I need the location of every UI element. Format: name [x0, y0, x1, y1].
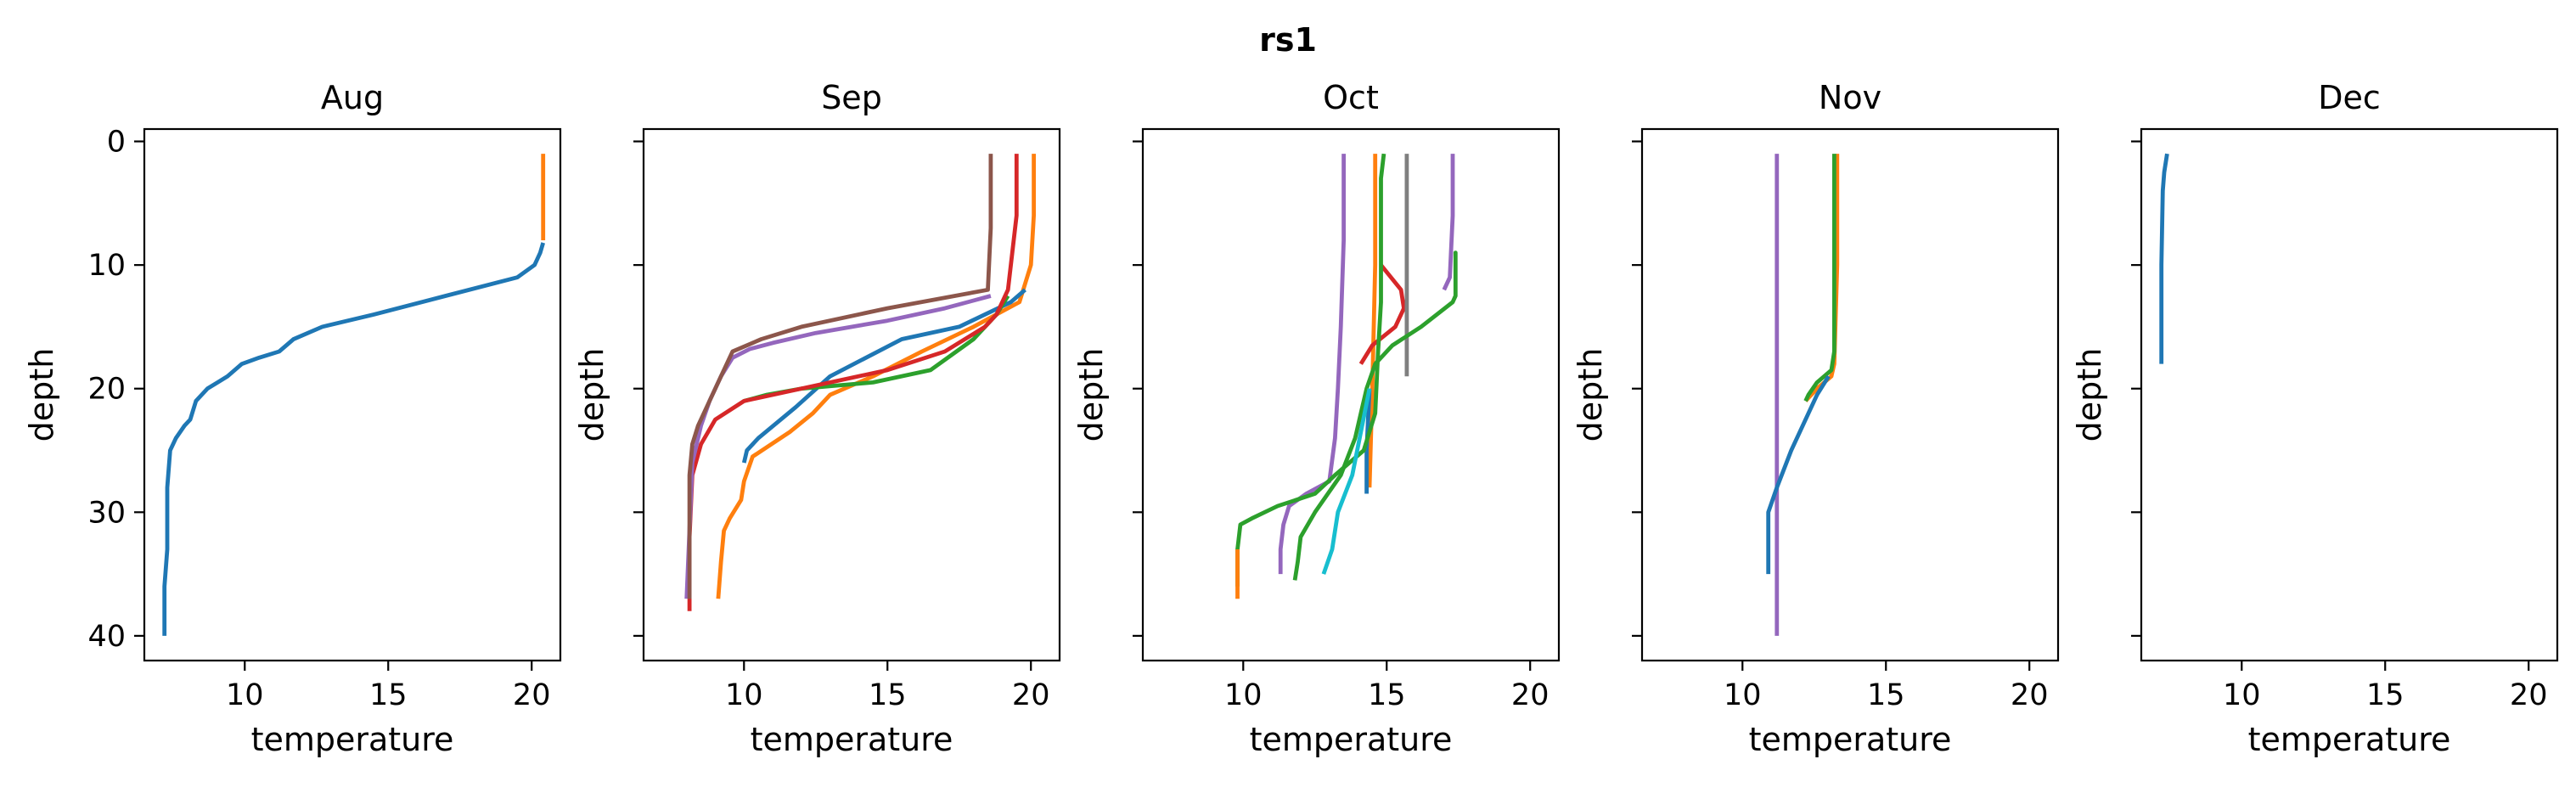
- x-axis-label: temperature: [1250, 721, 1453, 758]
- x-tick-label: 15: [2366, 678, 2404, 712]
- axes-frame: [1640, 127, 2060, 662]
- panel-title: Oct: [1323, 79, 1379, 116]
- series-line-sep-1: [716, 154, 1036, 599]
- axes-frame: [2140, 127, 2559, 662]
- axes-frame: [143, 127, 562, 662]
- x-tick-label: 15: [1368, 678, 1406, 712]
- x-axis-label: temperature: [251, 721, 454, 758]
- panel-sep: Sep 10 15 20 temperature depth: [573, 79, 1061, 758]
- x-tick-label: 20: [2510, 678, 2548, 712]
- y-axis-label: depth: [23, 348, 60, 442]
- panel-title: Sep: [821, 79, 882, 116]
- x-tick-label: 20: [2011, 678, 2049, 712]
- y-axis-label: depth: [1072, 348, 1110, 442]
- x-tick-label: 20: [513, 678, 551, 712]
- figure-title: rs1: [1259, 21, 1317, 59]
- y-tick-label: 40: [87, 620, 126, 654]
- panel-nov: Nov 10 15 20 temperature depth: [1572, 79, 2060, 758]
- series-line-sep-6: [687, 154, 993, 599]
- panels: Aug 10 15 20 0 10 20 30 40 temperature depth Sep 10 1…: [23, 79, 2559, 758]
- x-axis-label: temperature: [751, 721, 953, 758]
- series-line-nov-3: [1803, 154, 1836, 402]
- series-line-oct-8: [1292, 250, 1458, 581]
- series-line-dec-1: [2159, 153, 2169, 364]
- series-line-oct-3: [1364, 388, 1372, 494]
- y-axis-label: depth: [1572, 348, 1609, 442]
- y-axis-label: depth: [573, 348, 610, 442]
- series-line-oct-5: [1235, 153, 1386, 587]
- series-line-nov-4: [1766, 374, 1831, 575]
- x-tick-label: 10: [725, 678, 763, 712]
- y-tick-label: 10: [87, 249, 126, 283]
- x-tick-label: 10: [1724, 678, 1762, 712]
- panel-dec: Dec 10 15 20 temperature depth: [2071, 79, 2559, 758]
- x-tick-label: 10: [2223, 678, 2261, 712]
- x-tick-label: 20: [1012, 678, 1050, 712]
- panel-oct: Oct 10 15 20 temperature depth: [1072, 79, 1561, 758]
- series-line-sep-5: [684, 294, 992, 599]
- y-tick-label: 20: [87, 373, 126, 407]
- axes-frame: [642, 127, 1061, 662]
- axes-frame: [1141, 127, 1561, 662]
- x-tick-label: 15: [1867, 678, 1905, 712]
- x-axis-label: temperature: [1749, 721, 1952, 758]
- series-line-aug-2: [162, 242, 546, 636]
- series-line-oct-2: [1367, 154, 1378, 488]
- panel-aug: Aug 10 15 20 0 10 20 30 40 temperature depth: [23, 79, 562, 758]
- y-tick-label: 0: [107, 126, 126, 160]
- x-tick-label: 10: [226, 678, 264, 712]
- y-axis-label: depth: [2071, 348, 2108, 442]
- x-tick-label: 15: [869, 678, 907, 712]
- x-axis-label: temperature: [2248, 721, 2451, 758]
- series-line-oct-1: [1278, 154, 1346, 575]
- x-tick-label: 10: [1224, 678, 1263, 712]
- panel-title: Dec: [2318, 79, 2381, 116]
- y-tick-label: 30: [87, 496, 126, 530]
- panel-title: Aug: [321, 79, 384, 116]
- panel-title: Nov: [1819, 79, 1881, 116]
- series-line-oct-9: [1321, 388, 1372, 575]
- x-tick-label: 15: [369, 678, 408, 712]
- x-tick-label: 20: [1511, 678, 1550, 712]
- series-line-sep-2: [741, 288, 1026, 464]
- series-line-oct-4: [1358, 263, 1406, 365]
- series-line-oct-7: [1442, 154, 1455, 291]
